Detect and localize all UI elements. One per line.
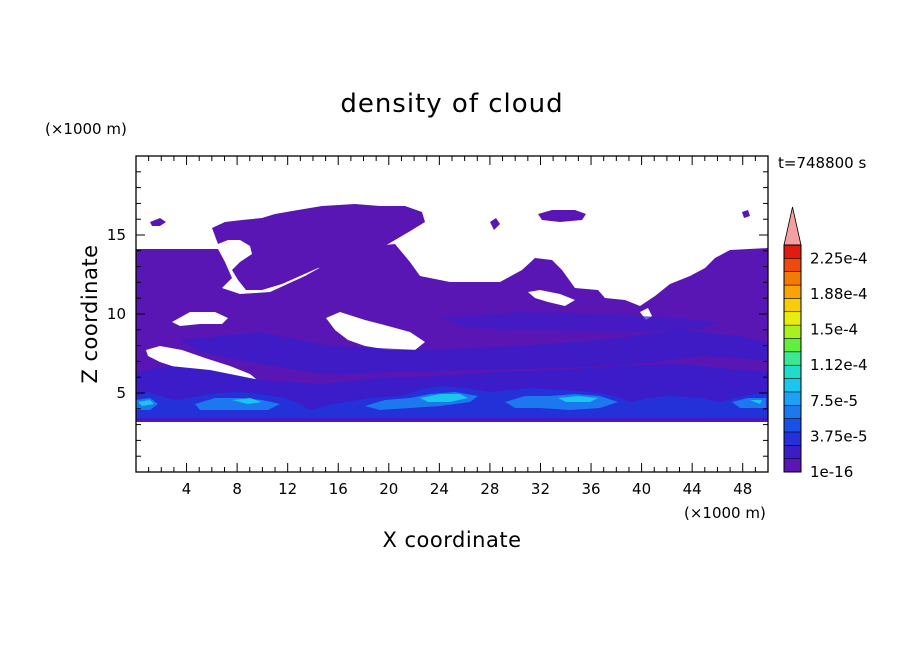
x-tick-label: 20 (379, 480, 398, 498)
cloud-region-upper (212, 204, 425, 290)
cloud-density-field (136, 204, 768, 422)
x-tick-label: 16 (329, 480, 348, 498)
y-axis-title: Z coordinate (78, 244, 102, 383)
colorbar-segment (783, 284, 802, 299)
y-axis-ticks: 5 10 15 (107, 171, 768, 457)
y-tick-label: 10 (107, 305, 126, 323)
x-tick-label: 40 (632, 480, 651, 498)
y-axis-unit: (×1000 m) (45, 120, 127, 138)
time-label: t=748800 s (778, 154, 866, 172)
cloud-region-small-left (150, 218, 166, 226)
colorbar-segment (783, 311, 802, 326)
colorbar: 1e-16 3.75e-5 7.5e-5 1.12e-4 1.5e-4 1.88e-4 2.… (783, 206, 868, 481)
low-layer-peak (138, 394, 762, 406)
chart-title: density of cloud (340, 89, 563, 119)
clear-air-hole-2 (326, 312, 425, 350)
cloud-region-small-right (742, 210, 750, 218)
x-axis-ticks: 4 8 12 16 20 24 28 32 36 40 44 48 (148, 156, 756, 498)
colorbar-label: 3.75e-5 (810, 427, 868, 445)
colorbar-segment (783, 351, 802, 366)
colorbar-frame (783, 244, 802, 473)
cloud-region-upper-right (538, 210, 586, 222)
colorbar-segment (783, 298, 802, 313)
colorbar-label: 1.12e-4 (810, 356, 868, 374)
colorbar-label: 1.88e-4 (810, 285, 868, 303)
colorbar-segment (783, 244, 802, 259)
colorbar-segment (783, 458, 802, 473)
colorbar-segment (783, 418, 802, 433)
colorbar-segment (783, 404, 802, 419)
colorbar-label: 1.5e-4 (810, 321, 858, 339)
x-axis-title: X coordinate (382, 528, 521, 552)
x-tick-label: 36 (581, 480, 600, 498)
colorbar-label: 1e-16 (810, 463, 853, 481)
x-tick-label: 12 (278, 480, 297, 498)
colorbar-segment (783, 445, 802, 459)
density-band-mid (180, 330, 768, 374)
clear-air-hole-1 (172, 312, 228, 326)
colorbar-segment (783, 258, 802, 272)
colorbar-segment (783, 364, 802, 379)
colorbar-label: 7.5e-5 (810, 392, 858, 410)
colorbar-segment (783, 431, 802, 446)
cloud-region-small-mid (490, 218, 500, 230)
x-tick-label: 4 (182, 480, 192, 498)
colorbar-segment (783, 338, 802, 353)
x-tick-label: 24 (430, 480, 449, 498)
x-tick-label: 44 (683, 480, 702, 498)
x-tick-label: 8 (232, 480, 242, 498)
colorbar-label: 2.25e-4 (810, 249, 868, 267)
colorbar-segment (783, 324, 802, 339)
x-tick-label: 48 (733, 480, 752, 498)
x-axis-unit: (×1000 m) (684, 504, 766, 522)
y-tick-label: 5 (116, 384, 126, 402)
colorbar-extend-triangle (783, 206, 802, 246)
colorbar-segment (783, 271, 802, 286)
clear-air-hole-4 (528, 290, 575, 306)
density-band-upper (440, 312, 720, 332)
colorbar-segment (783, 378, 802, 393)
x-tick-label: 28 (480, 480, 499, 498)
y-tick-label: 15 (107, 226, 126, 244)
x-tick-label: 32 (531, 480, 550, 498)
colorbar-segment (783, 391, 802, 406)
